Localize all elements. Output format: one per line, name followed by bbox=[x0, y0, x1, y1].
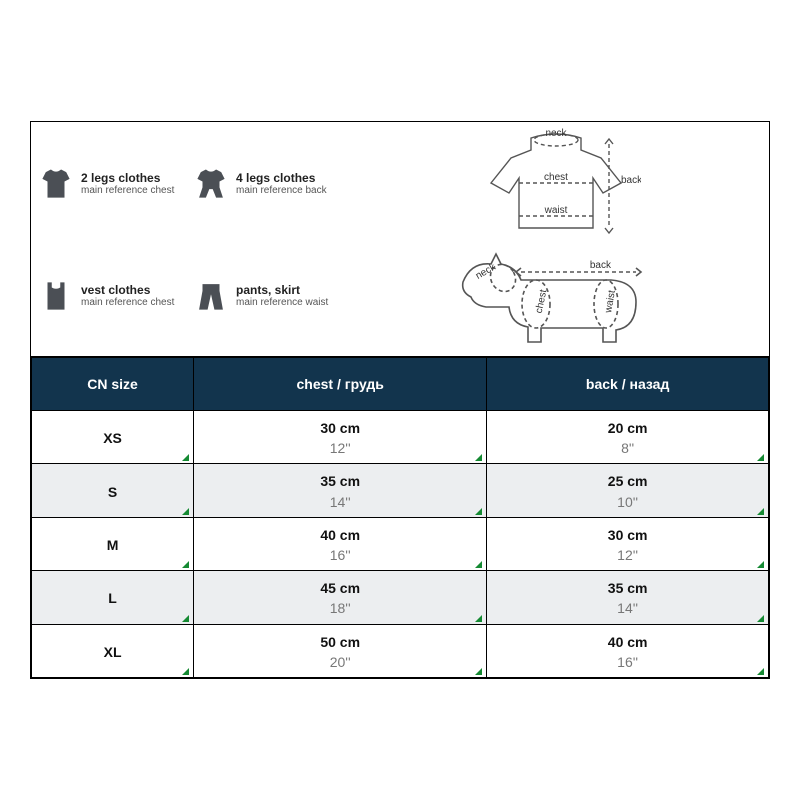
corner-tick-icon bbox=[475, 668, 482, 675]
back-in: 14'' bbox=[491, 599, 764, 617]
corner-tick-icon bbox=[182, 454, 189, 461]
table-row: M40 cm 16'' 30 cm 12'' bbox=[32, 517, 769, 570]
cell-chest: 30 cm 12'' bbox=[194, 411, 487, 464]
corner-tick-icon bbox=[757, 508, 764, 515]
table-row: L45 cm 18'' 35 cm 14'' bbox=[32, 571, 769, 624]
type-4legs: 4 legs clothes main reference back bbox=[190, 128, 345, 240]
chest-cm: 40 cm bbox=[198, 526, 482, 544]
back-in: 10'' bbox=[491, 493, 764, 511]
cell-chest: 50 cm 20'' bbox=[194, 624, 487, 677]
chest-cm: 45 cm bbox=[198, 579, 482, 597]
cell-size: XS bbox=[32, 411, 194, 464]
chest-in: 18'' bbox=[198, 599, 482, 617]
cell-size: XL bbox=[32, 624, 194, 677]
measure-diagrams: neck chest waist back neck chest wa bbox=[347, 128, 765, 352]
table-header-row: CN size chest / грудь back / назад bbox=[32, 358, 769, 411]
cell-chest: 35 cm 14'' bbox=[194, 464, 487, 517]
col-chest: chest / грудь bbox=[194, 358, 487, 411]
chest-in: 16'' bbox=[198, 546, 482, 564]
pants-icon bbox=[194, 279, 228, 313]
cell-size: M bbox=[32, 517, 194, 570]
corner-tick-icon bbox=[757, 615, 764, 622]
jumpsuit-icon bbox=[194, 167, 228, 201]
back-cm: 30 cm bbox=[491, 526, 764, 544]
back-in: 16'' bbox=[491, 653, 764, 671]
corner-tick-icon bbox=[475, 615, 482, 622]
label-back: back bbox=[590, 260, 612, 271]
back-cm: 25 cm bbox=[491, 472, 764, 490]
type-vest: vest clothes main reference chest bbox=[35, 240, 190, 352]
corner-tick-icon bbox=[757, 561, 764, 568]
corner-tick-icon bbox=[475, 454, 482, 461]
table-row: XS30 cm 12'' 20 cm 8'' bbox=[32, 411, 769, 464]
tshirt-icon bbox=[39, 167, 73, 201]
back-in: 8'' bbox=[491, 439, 764, 457]
vest-icon bbox=[39, 279, 73, 313]
back-cm: 20 cm bbox=[491, 419, 764, 437]
label-neck: neck bbox=[474, 261, 499, 282]
label-waist: waist bbox=[544, 205, 568, 216]
chest-cm: 30 cm bbox=[198, 419, 482, 437]
corner-tick-icon bbox=[182, 668, 189, 675]
cell-back: 35 cm 14'' bbox=[487, 571, 769, 624]
table-row: S35 cm 14'' 25 cm 10'' bbox=[32, 464, 769, 517]
type-pants: pants, skirt main reference waist bbox=[190, 240, 345, 352]
garment-diagram-icon: neck chest waist back bbox=[471, 128, 641, 238]
type-title: 4 legs clothes bbox=[236, 172, 327, 185]
chest-cm: 50 cm bbox=[198, 633, 482, 651]
chest-cm: 35 cm bbox=[198, 472, 482, 490]
type-sub: main reference chest bbox=[81, 185, 174, 196]
table-row: XL50 cm 20'' 40 cm 16'' bbox=[32, 624, 769, 677]
type-sub: main reference back bbox=[236, 185, 327, 196]
type-2legs: 2 legs clothes main reference chest bbox=[35, 128, 190, 240]
label-chest: chest bbox=[544, 172, 568, 183]
corner-tick-icon bbox=[757, 668, 764, 675]
cell-back: 40 cm 16'' bbox=[487, 624, 769, 677]
label-back: back bbox=[621, 175, 641, 186]
corner-tick-icon bbox=[475, 508, 482, 515]
corner-tick-icon bbox=[182, 615, 189, 622]
garment-types: 2 legs clothes main reference chest 4 le… bbox=[35, 128, 345, 352]
back-cm: 35 cm bbox=[491, 579, 764, 597]
col-size: CN size bbox=[32, 358, 194, 411]
chest-in: 20'' bbox=[198, 653, 482, 671]
type-sub: main reference waist bbox=[236, 297, 328, 308]
label-chest: chest bbox=[534, 288, 550, 314]
type-title: vest clothes bbox=[81, 284, 174, 297]
label-waist: waist bbox=[603, 289, 618, 315]
cell-chest: 45 cm 18'' bbox=[194, 571, 487, 624]
back-in: 12'' bbox=[491, 546, 764, 564]
corner-tick-icon bbox=[757, 454, 764, 461]
corner-tick-icon bbox=[182, 508, 189, 515]
label-neck: neck bbox=[545, 128, 567, 139]
cell-back: 30 cm 12'' bbox=[487, 517, 769, 570]
corner-tick-icon bbox=[182, 561, 189, 568]
type-title: 2 legs clothes bbox=[81, 172, 174, 185]
type-title: pants, skirt bbox=[236, 284, 328, 297]
corner-tick-icon bbox=[475, 561, 482, 568]
cell-back: 20 cm 8'' bbox=[487, 411, 769, 464]
cell-size: L bbox=[32, 571, 194, 624]
back-cm: 40 cm bbox=[491, 633, 764, 651]
type-sub: main reference chest bbox=[81, 297, 174, 308]
cell-chest: 40 cm 16'' bbox=[194, 517, 487, 570]
legend-row: 2 legs clothes main reference chest 4 le… bbox=[31, 122, 769, 357]
col-back: back / назад bbox=[487, 358, 769, 411]
dog-diagram-icon: neck chest waist back bbox=[441, 242, 671, 352]
chest-in: 12'' bbox=[198, 439, 482, 457]
cell-size: S bbox=[32, 464, 194, 517]
size-table: CN size chest / грудь back / назад XS30 … bbox=[31, 357, 769, 678]
chest-in: 14'' bbox=[198, 493, 482, 511]
cell-back: 25 cm 10'' bbox=[487, 464, 769, 517]
size-chart: 2 legs clothes main reference chest 4 le… bbox=[30, 121, 770, 679]
